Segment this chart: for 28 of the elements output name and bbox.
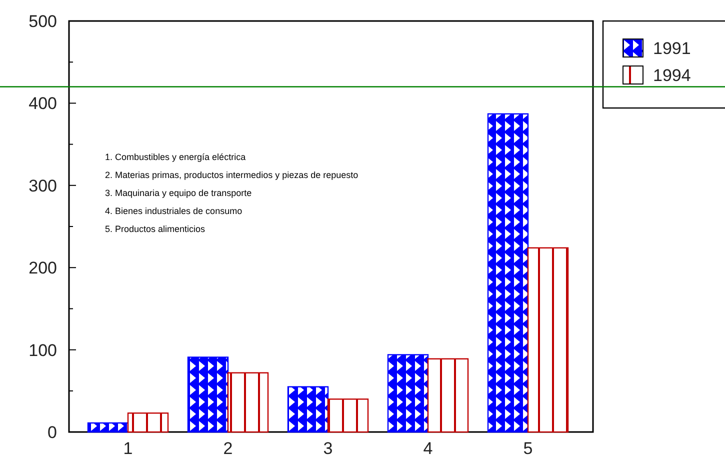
bar [187, 356, 229, 433]
y-tick-label: 100 [28, 340, 57, 360]
bar [327, 398, 369, 433]
bar [287, 386, 329, 433]
annotation: 3. Maquinaria y equipo de transporte [105, 188, 252, 198]
bar [427, 358, 469, 433]
annotation: 1. Combustibles y energía eléctrica [105, 152, 246, 162]
legend-label: 1991 [653, 38, 691, 58]
annotation: 4. Bienes industriales de consumo [105, 206, 242, 216]
y-tick-label: 0 [48, 422, 57, 442]
bar [87, 422, 129, 433]
x-tick-label: 2 [223, 439, 233, 458]
bar [527, 247, 569, 433]
x-tick-label: 3 [323, 439, 333, 458]
y-tick-label: 400 [28, 94, 57, 114]
legend-label: 1994 [653, 66, 691, 85]
annotation: 5. Productos alimenticios [105, 224, 206, 234]
annotation: 2. Materias primas, productos intermedios y piezas de repuesto [105, 170, 358, 180]
bar [127, 412, 169, 433]
y-tick-label: 500 [28, 12, 57, 31]
bar [387, 354, 429, 433]
y-tick-label: 300 [28, 176, 57, 196]
y-tick-label: 200 [28, 258, 57, 278]
x-tick-label: 1 [123, 439, 133, 458]
x-tick-label: 4 [423, 439, 433, 458]
bar [487, 113, 529, 433]
bar [227, 372, 269, 433]
x-tick-label: 5 [523, 439, 533, 458]
